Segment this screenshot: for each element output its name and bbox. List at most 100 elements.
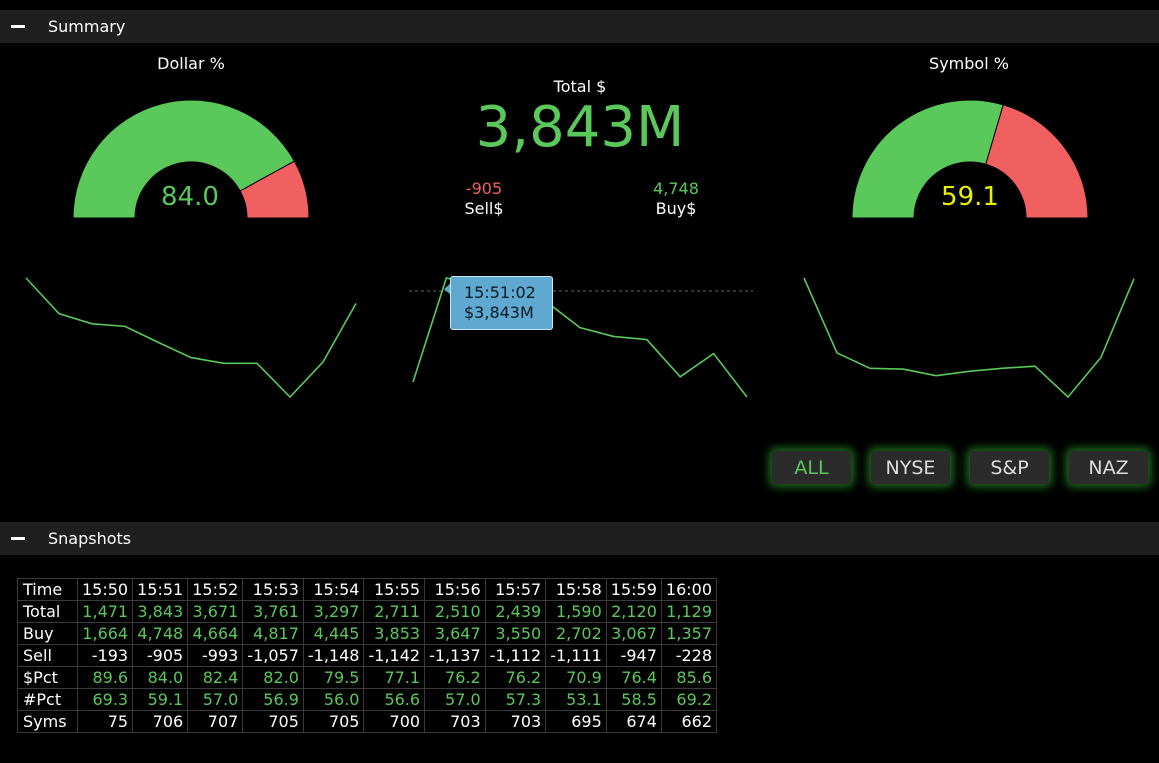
table-cell: -1,112 [484,644,547,667]
symbol-gauge-red-arc [985,104,1089,219]
filter-nyse-button[interactable]: NYSE [871,451,950,484]
summary-panel-header: Summary [0,10,1159,43]
collapse-icon[interactable] [11,25,25,28]
table-cell: 3,671 [187,600,244,623]
dollar-gauge [72,99,310,219]
table-cell: 76.2 [484,666,547,689]
buy-label: Buy$ [655,199,697,218]
symbol-gauge-green-arc [851,99,1004,219]
table-cell: 82.0 [242,666,304,689]
row-label: Buy [17,622,78,645]
table-cell: 89.6 [76,666,134,689]
table-cell: 57.0 [424,688,486,711]
chart-tooltip: 15:51:02 $3,843M [450,276,553,330]
table-cell: 705 [302,710,365,733]
symbol-gauge-title: Symbol % [929,54,1009,73]
table-cell: -193 [76,644,134,667]
table-cell: 2,120 [605,600,662,623]
table-cell: 76.4 [605,666,662,689]
time-cell: 15:51 [132,578,189,601]
table-cell: 76.2 [424,666,486,689]
symbol-pct-sparkline [803,277,1135,399]
table-cell: 70.9 [545,666,607,689]
table-cell: 59.1 [132,688,189,711]
snapshots-panel-header: Snapshots [0,522,1159,555]
table-cell: 56.0 [302,688,365,711]
dollar-pct-sparkline [25,277,357,399]
table-cell: 57.0 [187,688,244,711]
table-cell: 2,711 [363,600,426,623]
table-cell: 77.1 [363,666,426,689]
sell-value: -905 [465,179,503,198]
table-cell: 75 [76,710,134,733]
table-cell: 3,550 [484,622,547,645]
table-cell: -228 [660,644,718,667]
tooltip-value: $3,843M [464,303,534,322]
dollar-pct-sparkline-line [25,277,357,399]
table-cell: 2,702 [545,622,607,645]
table-header-row: Time 15:50 15:51 15:52 15:53 15:54 15:55 15:56 1… [17,578,718,601]
table-cell: 69.2 [660,688,718,711]
table-row: Syms 75 706 707 705 705 700 703 703 695 674 662 [17,710,718,733]
time-cell: 15:53 [242,578,304,601]
table-cell: 3,067 [605,622,662,645]
total-label: Total $ [553,77,607,96]
dollar-gauge-red-arc [239,160,310,219]
symbol-gauge [851,99,1089,219]
table-cell: 707 [187,710,244,733]
table-cell: 2,510 [424,600,486,623]
table-cell: 700 [363,710,426,733]
time-cell: 15:55 [363,578,426,601]
table-cell: 1,471 [76,600,134,623]
collapse-icon[interactable] [11,537,25,540]
table-row: #Pct 69.3 59.1 57.0 56.9 56.0 56.6 57.0 57.3 53.1… [17,688,718,711]
table-cell: 706 [132,710,189,733]
snapshots-title: Snapshots [48,529,132,548]
filter-naz-button[interactable]: NAZ [1069,451,1148,484]
table-cell: 84.0 [132,666,189,689]
time-cell: 15:56 [424,578,486,601]
table-cell: -1,111 [545,644,607,667]
row-label: Total [17,600,78,623]
table-cell: 3,761 [242,600,304,623]
table-cell: 674 [605,710,662,733]
dollar-gauge-green-arc [72,99,296,219]
table-cell: 4,664 [187,622,244,645]
table-cell: -1,057 [242,644,304,667]
sell-label: Sell$ [464,199,504,218]
filter-sp-button[interactable]: S&P [970,451,1049,484]
time-cell: 15:54 [302,578,365,601]
table-cell: 3,297 [302,600,365,623]
table-cell: 56.9 [242,688,304,711]
table-cell: 57.3 [484,688,547,711]
symbol-pct-sparkline-line [803,277,1135,399]
table-cell: -993 [187,644,244,667]
total-value: 3,843M [475,95,685,160]
table-cell: 4,445 [302,622,365,645]
time-cell: 15:57 [484,578,547,601]
tooltip-arrow [444,283,451,295]
row-label: Time [17,578,78,601]
table-cell: 1,664 [76,622,134,645]
time-cell: 15:52 [187,578,244,601]
table-cell: -947 [605,644,662,667]
table-row: $Pct 89.6 84.0 82.4 82.0 79.5 77.1 76.2 76.2 70.9… [17,666,718,689]
table-cell: 1,129 [660,600,718,623]
table-cell: 1,357 [660,622,718,645]
dollar-gauge-title: Dollar % [157,54,225,73]
time-cell: 15:58 [545,578,607,601]
table-cell: -1,148 [302,644,365,667]
table-cell: 85.6 [660,666,718,689]
table-cell: 58.5 [605,688,662,711]
filter-all-button[interactable]: ALL [772,451,851,484]
table-cell: 4,748 [132,622,189,645]
symbol-gauge-value: 59.1 [941,182,999,212]
table-cell: 3,853 [363,622,426,645]
table-cell: 2,439 [484,600,547,623]
summary-title: Summary [48,17,126,36]
table-cell: 79.5 [302,666,365,689]
time-cell: 15:59 [605,578,662,601]
table-cell: 703 [424,710,486,733]
table-cell: 69.3 [76,688,134,711]
table-cell: 695 [545,710,607,733]
